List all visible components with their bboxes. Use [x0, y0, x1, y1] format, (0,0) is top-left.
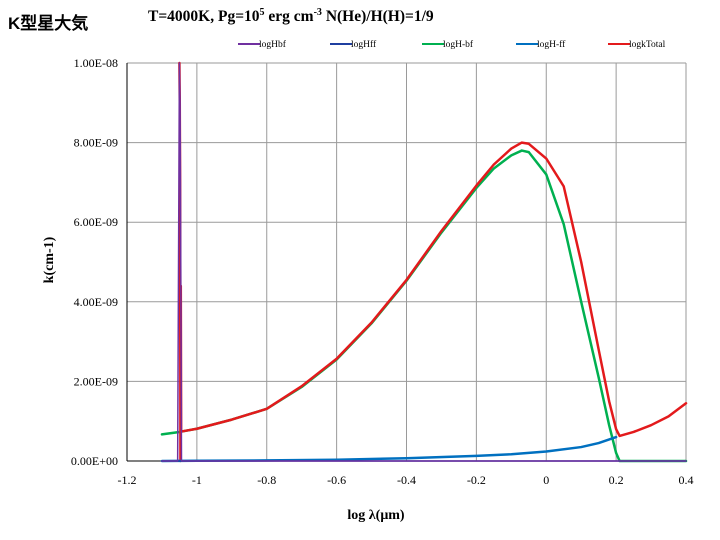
x-tick-label: -0.8 [257, 473, 276, 487]
series-line-logh-bf [160, 149, 688, 463]
title-main: T=4000K, Pg=10 [148, 8, 260, 25]
x-axis-label: log λ(μm) [347, 508, 405, 523]
x-tick-label: -0.4 [397, 473, 416, 487]
y-axis-label: k(cm-1) [42, 236, 57, 283]
series-line-logh-ff [160, 435, 618, 463]
x-tick-label: -1 [192, 473, 202, 487]
title-mid: erg cm [265, 8, 314, 25]
y-tick-label: 1.00E-08 [74, 56, 118, 70]
y-tick-label: 2.00E-09 [74, 374, 118, 388]
axes-layer: -1.2 -1 -0.8 -0.6 -0.4 -0.2 0 0.2 0.4 0.00E+00 2.0… [71, 56, 694, 487]
x-tick-label: 0 [543, 473, 549, 487]
y-tick-label: 6.00E-09 [74, 215, 118, 229]
x-tick-label: -1.2 [118, 473, 137, 487]
title-sup-1: 5 [260, 7, 265, 18]
y-tick-label: 8.00E-09 [74, 136, 118, 150]
x-tick-label: -0.6 [327, 473, 346, 487]
series-line-loghbf [161, 62, 687, 462]
y-tick-label: 0.00E+00 [71, 454, 118, 468]
legend-label: logHff [351, 39, 377, 50]
legend-label: logkTotal [629, 40, 666, 50]
title-tail: N(He)/H(H)=1/9 [322, 8, 434, 25]
y-tick-label: 4.00E-09 [74, 295, 118, 309]
legend-label: logHbf [259, 39, 287, 50]
chart-title: T=4000K, Pg=105 erg cm-3 N(He)/H(H)=1/9 [148, 7, 434, 25]
x-tick-label: -0.2 [467, 473, 486, 487]
legend-label: logH-bf [443, 39, 474, 50]
series-line-logktotal [178, 61, 688, 463]
legend: logHbf logHff logH-bf logH-ff logkTotal [238, 39, 666, 50]
title-sup-2: -3 [314, 7, 322, 18]
legend-label: logH-ff [537, 39, 566, 50]
x-tick-label: 0.4 [679, 473, 694, 487]
x-tick-label: 0.2 [609, 473, 624, 487]
grid-layer [126, 62, 687, 462]
page-tag: K型星大気 [8, 13, 88, 33]
series-layer [160, 61, 688, 463]
